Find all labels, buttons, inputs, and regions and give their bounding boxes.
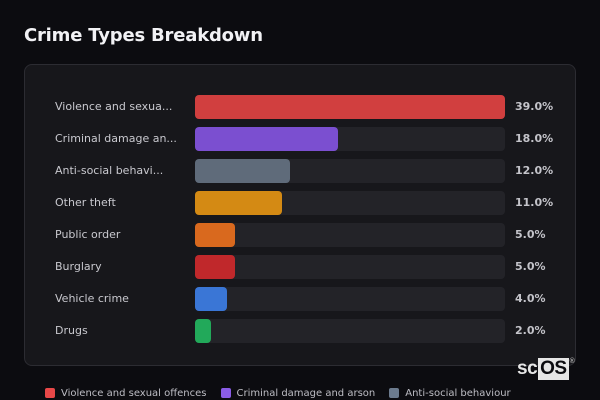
legend-label: Anti-social behaviour: [405, 387, 511, 399]
bar-fill[interactable]: [195, 319, 211, 343]
legend-item[interactable]: Violence and sexual offences: [45, 386, 207, 400]
bar-percent: 18.0%: [515, 132, 554, 145]
bar-label: Drugs: [55, 324, 88, 337]
legend-swatch-icon: [389, 388, 400, 398]
bar-row: Vehicle crime 4.0%: [25, 287, 575, 311]
bar-label: Criminal damage an...: [55, 132, 177, 145]
bar-fill[interactable]: [195, 159, 291, 183]
bar-track: [195, 159, 505, 183]
watermark-boxed: OS: [538, 358, 569, 380]
bar-track: [195, 127, 505, 151]
legend-item[interactable]: Anti-social behaviour: [389, 386, 511, 400]
bar-row: Anti-social behavi... 12.0%: [25, 159, 575, 183]
bar-fill[interactable]: [195, 287, 227, 311]
bar-label: Violence and sexua...: [55, 100, 173, 113]
bar-row: Criminal damage an... 18.0%: [25, 127, 575, 151]
bar-fill[interactable]: [195, 127, 339, 151]
bar-fill[interactable]: [195, 255, 235, 279]
bar-percent: 5.0%: [515, 260, 546, 273]
bar-label: Public order: [55, 228, 121, 241]
watermark-prefix: sc: [517, 358, 538, 379]
legend-swatch-icon: [45, 388, 55, 398]
chart-card: Violence and sexua... 39.0% Criminal damag…: [24, 64, 576, 366]
bar-track: [195, 223, 505, 247]
bar-track: [195, 95, 505, 119]
bar-row: Drugs 2.0%: [25, 319, 575, 343]
bar-percent: 12.0%: [515, 164, 554, 177]
bar-percent: 2.0%: [515, 324, 546, 337]
bar-percent: 39.0%: [515, 100, 554, 113]
watermark-logo: sc OS ®: [517, 357, 575, 380]
bar-percent: 11.0%: [515, 196, 554, 209]
chart-title: Crime Types Breakdown: [24, 25, 263, 46]
bar-fill[interactable]: [195, 223, 235, 247]
legend: Violence and sexual offences Criminal dam…: [45, 386, 511, 400]
bar-track: [195, 191, 505, 215]
bar-label: Other theft: [55, 196, 116, 209]
bar-label: Vehicle crime: [55, 292, 129, 305]
legend-item[interactable]: Criminal damage and arson: [220, 386, 376, 400]
bar-track: [195, 319, 505, 343]
bar-row: Burglary 5.0%: [25, 255, 575, 279]
bar-percent: 4.0%: [515, 292, 546, 305]
bar-label: Anti-social behavi...: [55, 164, 164, 177]
bar-label: Burglary: [55, 260, 102, 273]
legend-swatch-icon: [220, 388, 231, 398]
legend-label: Criminal damage and arson: [236, 387, 376, 399]
bar-track: [195, 287, 505, 311]
bar-row: Violence and sexua... 39.0%: [25, 95, 575, 119]
bar-row: Public order 5.0%: [25, 223, 575, 247]
legend-label: Violence and sexual offences: [61, 387, 207, 399]
bar-fill[interactable]: [195, 191, 283, 215]
bar-track: [195, 255, 505, 279]
bar-percent: 5.0%: [515, 228, 546, 241]
bar-fill[interactable]: [195, 95, 505, 119]
registered-mark: ®: [569, 357, 575, 365]
bar-row: Other theft 11.0%: [25, 191, 575, 215]
